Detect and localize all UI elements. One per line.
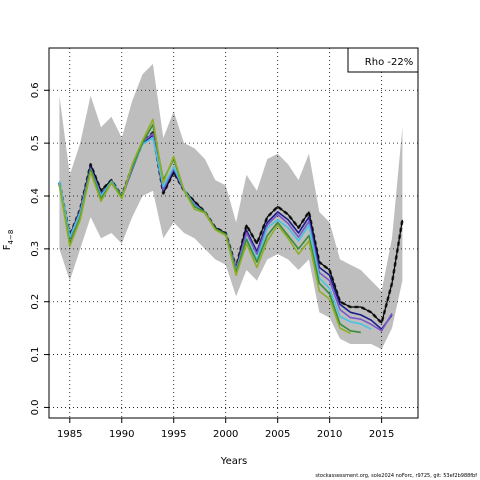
x-tick-label: 1990 bbox=[109, 429, 134, 440]
annotation-text: Rho -22% bbox=[365, 57, 413, 68]
series-line-7 bbox=[58, 118, 351, 335]
series-lines bbox=[58, 118, 404, 335]
y-axis-label: F4−8 bbox=[2, 230, 15, 251]
y-axis-label-main: F bbox=[2, 244, 13, 250]
annotation-box: Rho -22% bbox=[347, 47, 419, 73]
x-tick-label: 1995 bbox=[161, 429, 186, 440]
y-tick-label: 0.5 bbox=[30, 135, 41, 151]
y-tick-label: 0.0 bbox=[30, 399, 41, 415]
annotation-frame bbox=[347, 47, 419, 73]
y-tick-label: 0.6 bbox=[30, 82, 41, 98]
y-tick-label: 0.4 bbox=[30, 188, 41, 204]
y-tick-label: 0.2 bbox=[30, 294, 41, 310]
x-tick-label: 2015 bbox=[369, 429, 394, 440]
y-tick-label: 0.1 bbox=[30, 347, 41, 363]
x-axis-label: Years bbox=[220, 456, 247, 467]
axes: 1985 1990 1995 2000 2005 2010 2015 0.0 0.1 0.2 0.3… bbox=[30, 82, 394, 440]
x-tick-label: 2005 bbox=[265, 429, 290, 440]
x-tick-label: 2000 bbox=[213, 429, 238, 440]
x-tick-label: 1985 bbox=[57, 429, 82, 440]
y-tick-label: 0.3 bbox=[30, 241, 41, 257]
x-tick-label: 2010 bbox=[317, 429, 342, 440]
y-axis-label-sub: 4−8 bbox=[7, 230, 15, 245]
footer-credit: stockassessment.org, sole2024 noForc, r9… bbox=[315, 473, 477, 479]
plot-frame bbox=[48, 47, 419, 419]
